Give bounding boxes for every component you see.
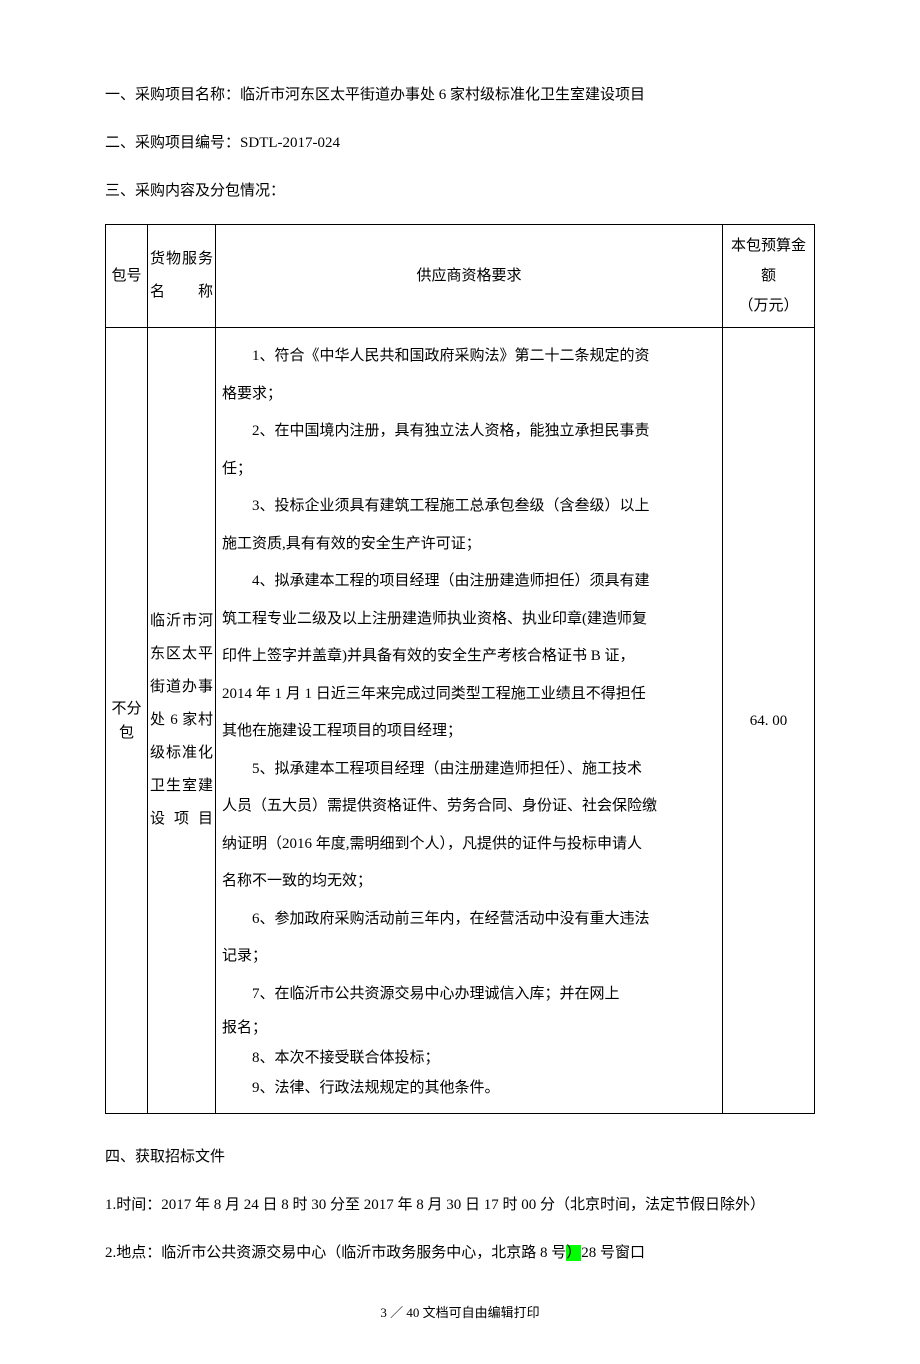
req9: 9、法律、行政法规规定的其他条件。 — [222, 1073, 716, 1103]
req3-a: 3、投标企业须具有建筑工程施工总承包叁级（含叁级）以上 — [222, 488, 716, 526]
item4-2-b: 28 号窗口 — [581, 1245, 645, 1261]
req3-b: 施工资质,具有有效的安全生产许可证； — [222, 526, 716, 564]
project-name-label: 一、采购项目名称： — [105, 87, 240, 103]
table-row: 不分包 临沂市河东区太平街道办事处 6 家村级标准化卫生室建设项目 1、符合《中… — [106, 328, 815, 1114]
project-number-value: SDTL-2017-024 — [240, 135, 340, 151]
req7-b: 报名； — [222, 1013, 716, 1043]
section4-line: 四、获取招标文件 — [105, 1142, 815, 1172]
req7-a: 7、在临沂市公共资源交易中心办理诚信入库；并在网上 — [222, 976, 716, 1014]
req6-b: 记录； — [222, 938, 716, 976]
header-service-name-l1: 货物服务 — [150, 243, 213, 276]
req6-a: 6、参加政府采购活动前三年内，在经营活动中没有重大违法 — [222, 901, 716, 939]
req4-a: 4、拟承建本工程的项目经理（由注册建造师担任）须具有建 — [222, 563, 716, 601]
header-service-name: 货物服务 名称 — [148, 225, 216, 328]
page-footer: 3 ／ 40 文档可自由编辑打印 — [105, 1303, 815, 1324]
header-requirements: 供应商资格要求 — [216, 225, 723, 328]
section3-line: 三、采购内容及分包情况： — [105, 176, 815, 206]
project-name-line: 一、采购项目名称：临沂市河东区太平街道办事处 6 家村级标准化卫生室建设项目 — [105, 80, 815, 110]
cell-requirements: 1、符合《中华人民共和国政府采购法》第二十二条规定的资 格要求； 2、在中国境内… — [216, 328, 723, 1114]
header-budget: 本包预算金额 （万元） — [723, 225, 815, 328]
header-service-name-l2: 名称 — [150, 276, 213, 309]
cell-budget: 64. 00 — [723, 328, 815, 1114]
procurement-table: 包号 货物服务 名称 供应商资格要求 本包预算金额 （万元） 不分包 临沂市河东… — [105, 224, 815, 1114]
header-budget-l2: （万元） — [727, 291, 810, 321]
req8: 8、本次不接受联合体投标； — [222, 1043, 716, 1073]
req4-c: 印件上签字并盖章)并具备有效的安全生产考核合格证书 B 证， — [222, 638, 716, 676]
req5-d: 名称不一致的均无效； — [222, 863, 716, 901]
item4-2-highlight: ） — [566, 1245, 581, 1261]
section3-label: 三、采购内容及分包情况： — [105, 183, 285, 199]
item4-2: 2.地点：临沂市公共资源交易中心（临沂市政务服务中心，北京路 8 号）28 号窗… — [105, 1238, 815, 1268]
header-package-num: 包号 — [106, 225, 148, 328]
item4-1: 1.时间：2017 年 8 月 24 日 8 时 30 分至 2017 年 8 … — [105, 1190, 815, 1220]
item4-2-a: 2.地点：临沂市公共资源交易中心（临沂市政务服务中心，北京路 8 号 — [105, 1245, 566, 1261]
req1-a: 1、符合《中华人民共和国政府采购法》第二十二条规定的资 — [222, 338, 716, 376]
req4-e: 其他在施建设工程项目的项目经理； — [222, 713, 716, 751]
project-number-line: 二、采购项目编号：SDTL-2017-024 — [105, 128, 815, 158]
cell-service-name: 临沂市河东区太平街道办事处 6 家村级标准化卫生室建设项目 — [148, 328, 216, 1114]
req5-a: 5、拟承建本工程项目经理（由注册建造师担任）、施工技术 — [222, 751, 716, 789]
req5-b: 人员（五大员）需提供资格证件、劳务合同、身份证、社会保险缴 — [222, 788, 716, 826]
req2-b: 任； — [222, 451, 716, 489]
project-number-label: 二、采购项目编号： — [105, 135, 240, 151]
header-budget-l1: 本包预算金额 — [727, 231, 810, 291]
req1-b: 格要求； — [222, 376, 716, 414]
project-name-value: 临沂市河东区太平街道办事处 6 家村级标准化卫生室建设项目 — [240, 87, 645, 103]
req2-a: 2、在中国境内注册，具有独立法人资格，能独立承担民事责 — [222, 413, 716, 451]
section4-label: 四、获取招标文件 — [105, 1149, 225, 1165]
req5-c: 纳证明（2016 年度,需明细到个人），凡提供的证件与投标申请人 — [222, 826, 716, 864]
req4-d: 2014 年 1 月 1 日近三年来完成过同类型工程施工业绩且不得担任 — [222, 676, 716, 714]
table-header-row: 包号 货物服务 名称 供应商资格要求 本包预算金额 （万元） — [106, 225, 815, 328]
req4-b: 筑工程专业二级及以上注册建造师执业资格、执业印章(建造师复 — [222, 601, 716, 639]
cell-package-num: 不分包 — [106, 328, 148, 1114]
